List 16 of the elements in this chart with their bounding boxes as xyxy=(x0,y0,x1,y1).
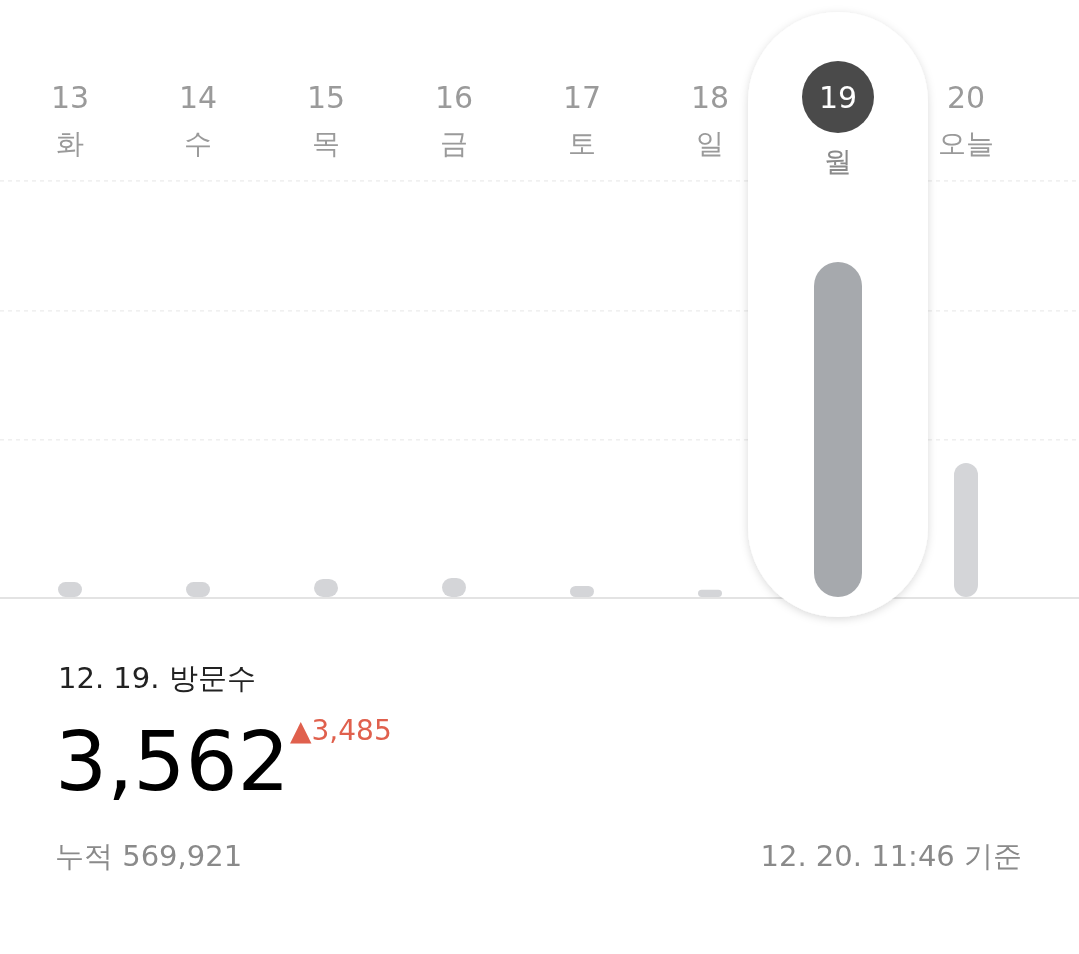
text: 3,562 xyxy=(55,714,290,809)
category-label: 17 토 xyxy=(562,80,602,160)
text: 12. 19. 방문수 xyxy=(58,661,256,695)
category-label: 16 금 xyxy=(434,80,474,160)
category-label: 18 일 xyxy=(690,80,730,160)
category-label: 13 화 xyxy=(50,80,90,160)
bar xyxy=(698,589,722,597)
bar xyxy=(954,463,978,597)
bar xyxy=(570,585,594,597)
category-label: 15 목 xyxy=(306,80,346,160)
text: 12. 20. 11:46 기준 xyxy=(760,839,1022,873)
category-label: 19 월 xyxy=(818,80,858,178)
text: ▲3,485 xyxy=(290,714,392,747)
category-label: 20 오늘 xyxy=(938,80,994,160)
text: 누적 569,921 xyxy=(55,839,243,873)
category-label: 14 수 xyxy=(178,80,218,160)
